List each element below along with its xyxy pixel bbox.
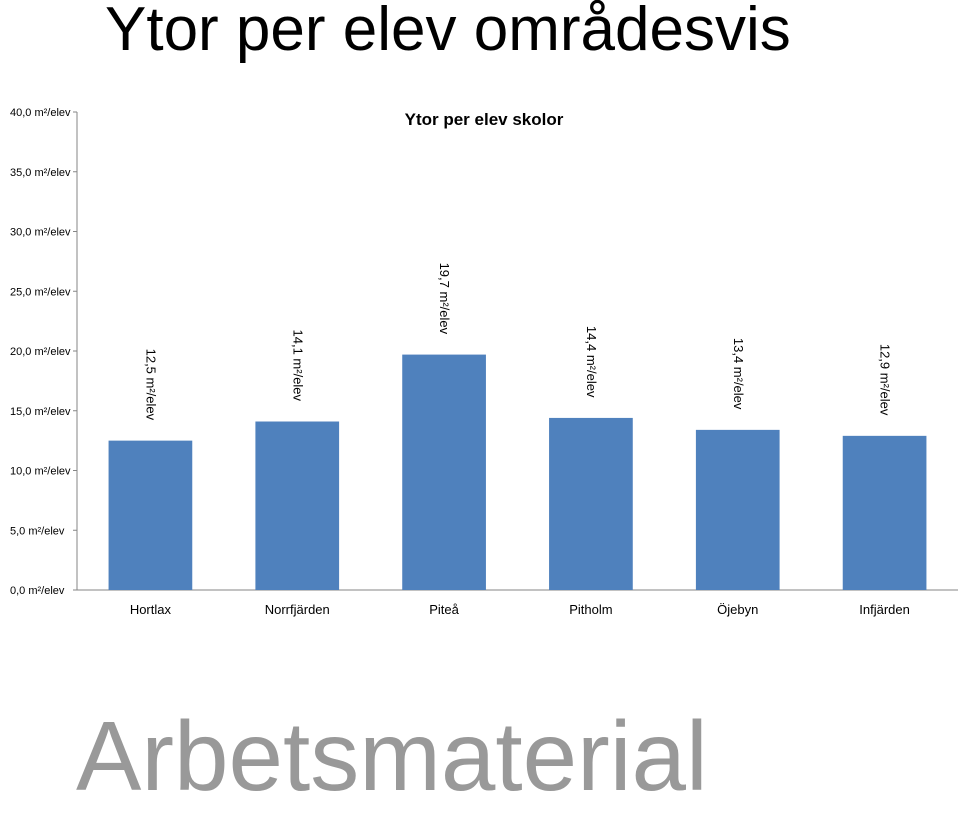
bars bbox=[108, 354, 927, 590]
x-tick-label: Hortlax bbox=[130, 602, 172, 617]
y-tick-label: 15,0 m²/elev bbox=[10, 406, 71, 418]
x-tick-label: Öjebyn bbox=[717, 602, 758, 617]
bar-öjebyn bbox=[695, 429, 780, 590]
data-label: 12,9 m²/elev bbox=[878, 344, 893, 416]
y-tick-label: 5,0 m²/elev bbox=[10, 525, 65, 537]
data-label: 19,7 m²/elev bbox=[437, 263, 452, 335]
x-tick-label: Pitholm bbox=[569, 602, 612, 617]
data-label: 14,4 m²/elev bbox=[584, 326, 599, 398]
x-tick-label: Infjärden bbox=[859, 602, 910, 617]
data-label: 14,1 m²/elev bbox=[290, 330, 305, 402]
slide-title: Ytor per elev områdesvis bbox=[105, 0, 791, 64]
x-axis-labels: Hortlax Norrfjärden Piteå Pitholm Öjebyn Infj… bbox=[130, 602, 910, 617]
y-tick-label: 40,0 m²/elev bbox=[10, 107, 71, 119]
x-tick-label: Piteå bbox=[429, 602, 459, 617]
y-tick-label: 35,0 m²/elev bbox=[10, 167, 71, 179]
bar-infjärden bbox=[842, 435, 927, 590]
chart-svg: Ytor per elev skolor 0,0 m²/elev 5,0 m²/e… bbox=[10, 107, 958, 617]
y-tick-label: 10,0 m²/elev bbox=[10, 466, 71, 478]
y-tick-label: 20,0 m²/elev bbox=[10, 346, 71, 358]
y-tick-label: 30,0 m²/elev bbox=[10, 227, 71, 239]
bar-chart: Ytor per elev skolor 0,0 m²/elev 5,0 m²/e… bbox=[0, 95, 960, 635]
chart-title: Ytor per elev skolor bbox=[405, 110, 564, 129]
bar-pitholm bbox=[549, 417, 633, 590]
data-label: 12,5 m²/elev bbox=[143, 349, 158, 421]
watermark-text: Arbetsmaterial bbox=[76, 701, 708, 811]
bar-norrfjärden bbox=[255, 421, 340, 590]
bar-piteå bbox=[402, 354, 486, 590]
x-tick-label: Norrfjärden bbox=[265, 602, 330, 617]
data-label: 13,4 m²/elev bbox=[731, 338, 746, 410]
data-labels: 12,5 m²/elev 14,1 m²/elev 19,7 m²/elev 14,4… bbox=[143, 263, 892, 421]
y-tick-label: 0,0 m²/elev bbox=[10, 585, 65, 597]
bar-hortlax bbox=[108, 440, 193, 590]
y-axis-ticks: 0,0 m²/elev 5,0 m²/elev 10,0 m²/elev 15,0 m… bbox=[10, 107, 77, 597]
y-tick-label: 25,0 m²/elev bbox=[10, 286, 71, 298]
